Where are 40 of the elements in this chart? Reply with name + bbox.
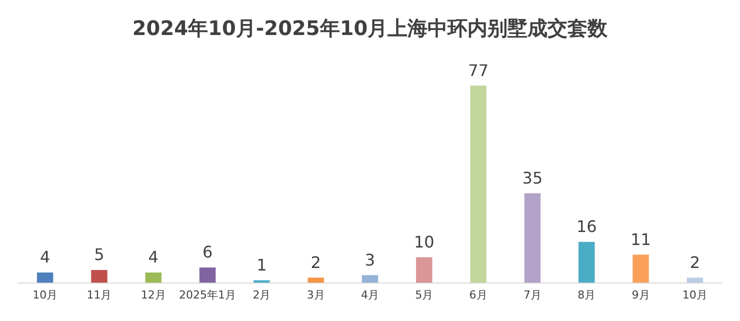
chart-title: 2024年10月-2025年10月上海中环内别墅成交套数 <box>132 16 609 40</box>
data-label: 11 <box>630 230 651 249</box>
data-label: 3 <box>364 250 376 270</box>
data-label: 16 <box>576 216 597 236</box>
data-label: 10 <box>414 232 434 252</box>
bar <box>470 86 486 283</box>
bar <box>578 242 595 283</box>
data-label: 35 <box>522 168 543 188</box>
x-tick-label: 2月 <box>252 288 271 302</box>
x-tick-label: 12月 <box>140 288 166 302</box>
bar <box>91 270 108 283</box>
x-tick-label: 6月 <box>469 288 488 302</box>
data-label: 5 <box>94 245 104 264</box>
bar <box>199 267 216 283</box>
data-label: 77 <box>468 60 488 80</box>
x-tick-label: 11月 <box>86 288 112 302</box>
bar <box>686 278 704 283</box>
bar <box>145 272 162 283</box>
x-tick-label: 4月 <box>361 288 379 302</box>
x-tick-label: 5月 <box>415 288 434 302</box>
x-tick-label: 10月 <box>682 288 708 302</box>
bar <box>36 272 54 283</box>
bar <box>416 257 432 283</box>
data-label: 4 <box>40 248 50 267</box>
x-tick-label: 10月 <box>32 288 58 302</box>
bar <box>632 254 649 283</box>
bar <box>524 193 541 283</box>
x-tick-label: 2025年1月 <box>179 288 236 302</box>
bar <box>254 280 270 283</box>
data-label: 4 <box>148 248 158 267</box>
data-label: 2 <box>310 252 321 272</box>
bar <box>308 278 324 283</box>
x-tick-label: 3月 <box>306 288 325 302</box>
x-tick-label: 7月 <box>523 288 542 302</box>
x-tick-label: 9月 <box>632 288 650 302</box>
data-label: 2 <box>690 252 700 272</box>
data-label: 6 <box>202 242 213 262</box>
x-tick-label: 8月 <box>578 288 596 302</box>
data-label: 1 <box>256 255 267 274</box>
bar <box>362 275 378 283</box>
